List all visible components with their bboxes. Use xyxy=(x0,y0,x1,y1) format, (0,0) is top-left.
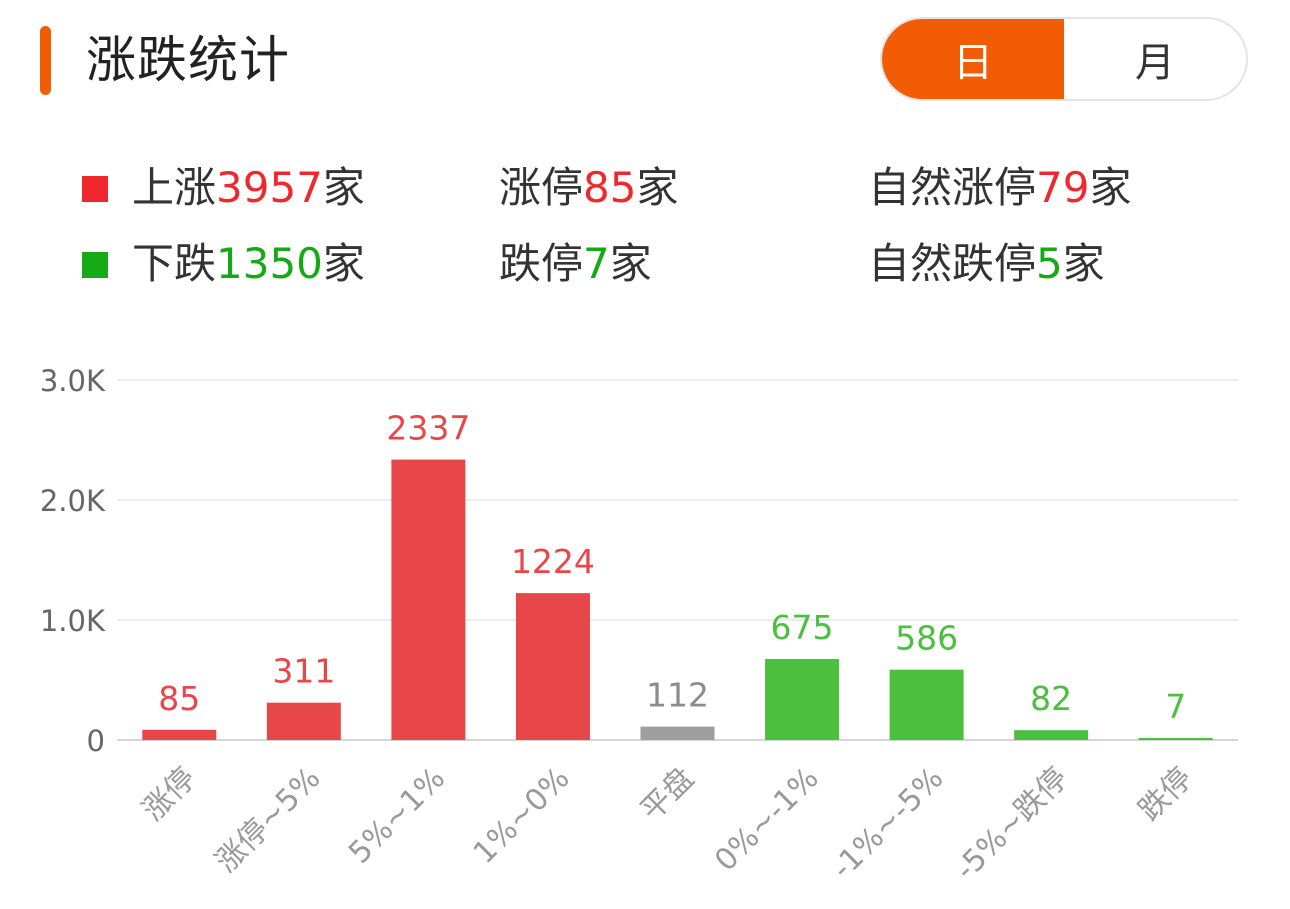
bar xyxy=(391,459,466,740)
bar xyxy=(266,702,341,740)
period-toggle[interactable]: 日 月 xyxy=(880,17,1248,101)
summary-row-down: 下跌1350家 跌停7家 自然跌停5家 xyxy=(0,234,1290,294)
bar-value-label: 2337 xyxy=(386,409,470,448)
summary-natural-limit-up: 自然涨停79家 xyxy=(868,163,1132,212)
bar-value-label: 675 xyxy=(771,608,834,647)
bar xyxy=(1014,730,1089,740)
summary-legend: 上涨3957家 涨停85家 自然涨停79家 下跌1350家 跌停7家 自然跌停5… xyxy=(0,150,1290,290)
month-tab[interactable]: 月 xyxy=(1064,19,1246,99)
x-tick-label: 1%~0% xyxy=(467,761,577,871)
bar-value-label: 7 xyxy=(1165,687,1186,726)
x-tick-label: 0%~-1% xyxy=(708,761,825,878)
y-tick-label: 0 xyxy=(87,724,105,758)
summary-down: 下跌1350家 xyxy=(132,239,365,288)
header: 涨跌统计 日 月 xyxy=(0,0,1290,120)
bar xyxy=(640,726,715,740)
bar-value-label: 311 xyxy=(272,652,335,691)
summary-up: 上涨3957家 xyxy=(132,163,365,212)
x-tick-label: 涨停~5% xyxy=(209,761,328,880)
x-tick-label: 5%~1% xyxy=(342,761,452,871)
bar-value-label: 85 xyxy=(158,679,200,718)
bar-value-label: 586 xyxy=(895,619,958,658)
down-legend-marker xyxy=(82,252,108,278)
summary-limit-down: 跌停7家 xyxy=(499,239,652,288)
bar-value-label: 1224 xyxy=(511,542,595,581)
page-title: 涨跌统计 xyxy=(86,31,290,89)
bar xyxy=(1138,738,1213,740)
bar xyxy=(515,593,590,740)
bar-value-label: 82 xyxy=(1030,679,1072,718)
summary-limit-up: 涨停85家 xyxy=(499,163,679,212)
bar-value-label: 112 xyxy=(646,676,709,715)
bar xyxy=(142,729,217,740)
y-tick-label: 2.0K xyxy=(40,484,106,518)
bar xyxy=(765,659,840,740)
x-tick-label: 平盘 xyxy=(634,761,701,828)
title-accent-bar xyxy=(40,26,51,95)
summary-row-up: 上涨3957家 涨停85家 自然涨停79家 xyxy=(0,158,1290,218)
bar xyxy=(889,669,964,740)
up-legend-marker xyxy=(82,176,108,202)
x-tick-label: 涨停 xyxy=(136,761,203,828)
y-tick-label: 3.0K xyxy=(40,364,106,398)
summary-natural-limit-down: 自然跌停5家 xyxy=(868,239,1105,288)
x-tick-label: 跌停 xyxy=(1132,761,1199,828)
x-tick-label: -5%~跌停 xyxy=(949,761,1075,887)
day-tab[interactable]: 日 xyxy=(882,19,1064,99)
distribution-bar-chart: 0 1.0K 2.0K 3.0K 85 涨停 311 涨停~5% 2337 5%~1% 1224 1%… xyxy=(40,364,1238,887)
x-tick-label: -1%~-5% xyxy=(825,761,950,886)
y-tick-label: 1.0K xyxy=(40,604,106,638)
